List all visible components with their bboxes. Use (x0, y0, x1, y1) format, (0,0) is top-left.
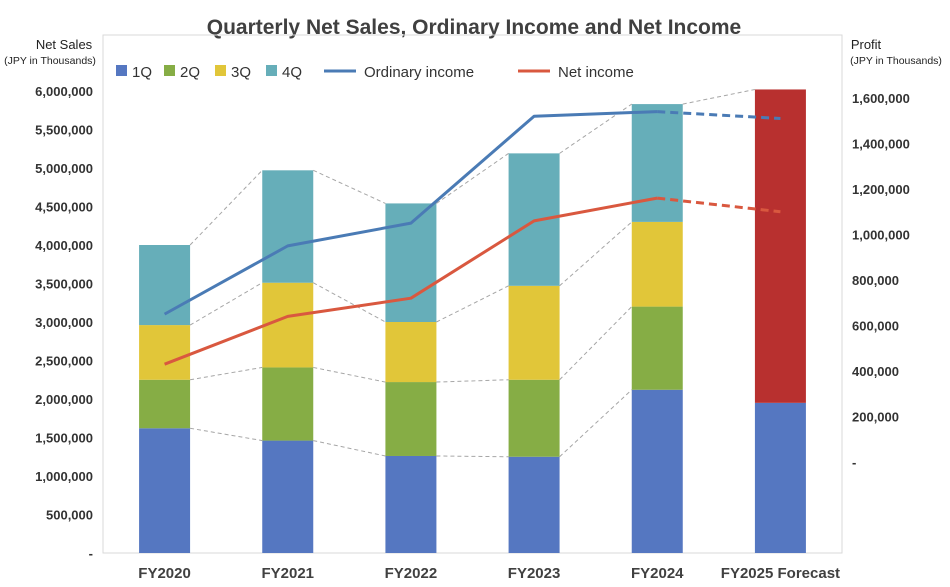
right-axis-title: Profit (851, 37, 882, 52)
bar-4q (262, 170, 314, 283)
right-tick-label: - (852, 455, 856, 470)
legend-label: Ordinary income (364, 64, 474, 81)
right-axis-unit: (JPY in Thousands) (850, 55, 942, 67)
connector-line (313, 366, 386, 383)
line-ordinary-income (163, 110, 658, 316)
bar-4q (139, 245, 191, 326)
bar-1q (508, 456, 560, 553)
connector-line (682, 88, 756, 105)
bar-3q (385, 322, 437, 383)
line-net-income-forecast (657, 196, 781, 214)
category-label: FY2020 (138, 565, 191, 582)
connector-line (189, 169, 263, 246)
left-tick-label: 500,000 (46, 508, 93, 523)
bar-3q (262, 282, 314, 368)
bar-1q (385, 455, 437, 553)
right-tick-label: 1,400,000 (852, 137, 910, 152)
left-tick-label: 2,000,000 (35, 392, 93, 407)
plot-area: - 500,000 1,000,000 1,500,000 2,000,000 2,500… (35, 34, 910, 582)
legend-swatch-1q (116, 65, 127, 76)
category-label: FY2021 (261, 565, 314, 582)
bar-1q (139, 428, 191, 553)
legend-label: 4Q (282, 64, 302, 81)
left-tick-label: 1,500,000 (35, 431, 93, 446)
left-tick-label: - (89, 546, 93, 561)
bar-3q (508, 285, 560, 380)
bar-4q (631, 104, 683, 222)
left-axis-title: Net Sales (36, 37, 93, 52)
category-label: FY2023 (508, 565, 561, 582)
connector-line (436, 455, 509, 458)
forecast-bar-base (754, 402, 806, 553)
chart-title: Quarterly Net Sales, Ordinary Income and… (207, 16, 742, 39)
connector-line (559, 389, 633, 458)
bar-2q (631, 306, 683, 390)
right-tick-label: 1,200,000 (852, 182, 910, 197)
connector-line (559, 306, 633, 381)
connector-line (436, 379, 509, 383)
legend-swatch-4q (266, 65, 277, 76)
connector-line (313, 169, 386, 204)
bar-2q (508, 379, 560, 457)
legend-label: 1Q (132, 64, 152, 81)
left-axis-unit: (JPY in Thousands) (4, 55, 96, 67)
plot-frame (102, 34, 843, 554)
right-tick-label: 800,000 (852, 273, 899, 288)
left-tick-label: 3,500,000 (35, 277, 93, 292)
bar-3q (139, 325, 191, 380)
forecast-bar-top (754, 89, 806, 403)
right-tick-label: 1,600,000 (852, 91, 910, 106)
legend-label: 3Q (231, 64, 251, 81)
bar-1q (262, 440, 314, 553)
right-tick-label: 600,000 (852, 319, 899, 334)
bar-2q (385, 382, 437, 456)
connector-line (189, 366, 263, 381)
left-tick-label: 6,000,000 (35, 84, 93, 99)
bar-1q (631, 389, 683, 553)
legend-swatch-2q (164, 65, 175, 76)
legend-label: 2Q (180, 64, 200, 81)
legend-label: Net income (558, 64, 634, 81)
category-label: FY2025 Forecast (721, 565, 840, 582)
connector-line (559, 103, 633, 154)
category-label: FY2022 (385, 565, 438, 582)
left-tick-label: 5,500,000 (35, 123, 93, 138)
left-tick-label: 4,500,000 (35, 200, 93, 215)
category-label: FY2024 (631, 565, 684, 582)
left-tick-label: 5,000,000 (35, 161, 93, 176)
connector-line (189, 282, 263, 326)
connector-line (436, 285, 509, 323)
left-tick-label: 4,000,000 (35, 238, 93, 253)
left-tick-label: 2,500,000 (35, 354, 93, 369)
connector-line (313, 440, 386, 457)
right-tick-label: 1,000,000 (852, 228, 910, 243)
legend-swatch-3q (215, 65, 226, 76)
bar-2q (262, 367, 314, 441)
right-tick-label: 400,000 (852, 364, 899, 379)
right-tick-label: 200,000 (852, 410, 899, 425)
left-tick-label: 3,000,000 (35, 315, 93, 330)
bar-3q (631, 221, 683, 307)
bar-2q (139, 379, 191, 429)
line-ordinary-income-forecast (657, 110, 781, 120)
line-net-income (164, 196, 658, 366)
connector-line (436, 152, 509, 204)
connector-line (189, 427, 263, 442)
left-tick-label: 1,000,000 (35, 469, 93, 484)
connector-line (559, 221, 633, 287)
